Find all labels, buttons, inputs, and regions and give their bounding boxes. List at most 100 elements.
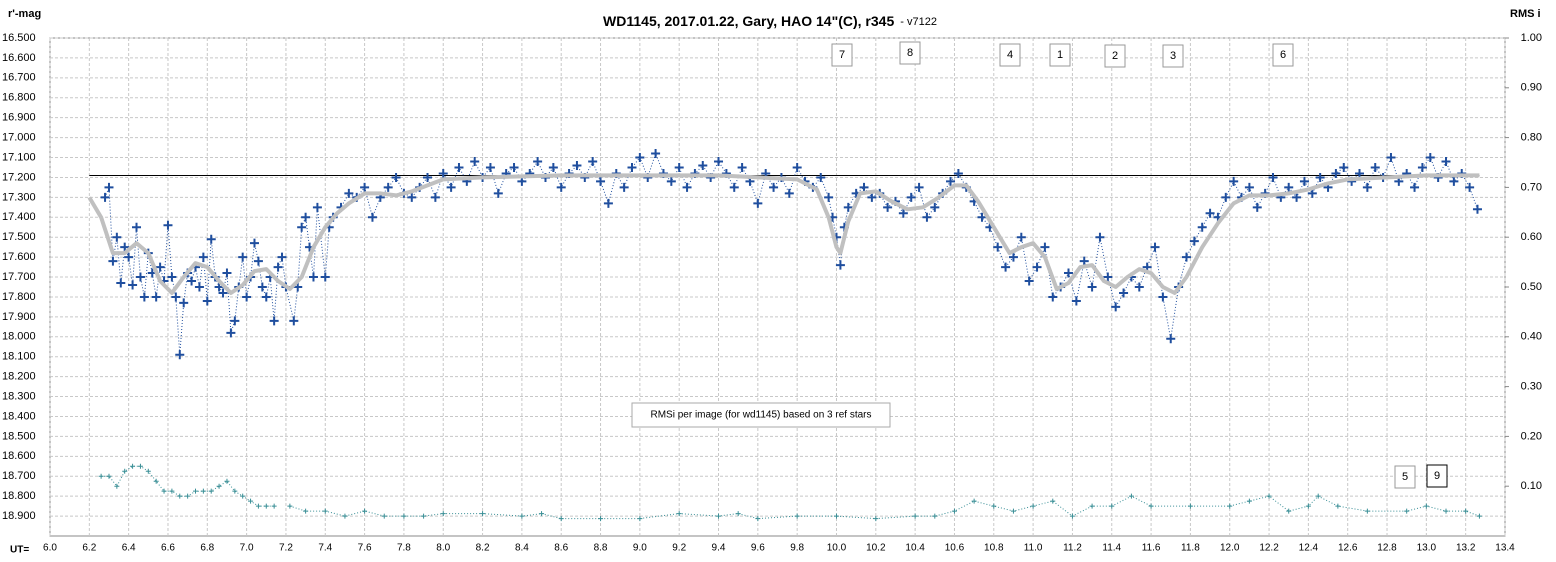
x-axis-label: UT= xyxy=(10,545,29,556)
data-point xyxy=(430,192,440,202)
data-point xyxy=(1246,498,1252,504)
data-point xyxy=(1286,508,1292,514)
data-point xyxy=(480,511,486,517)
data-point xyxy=(1064,268,1073,278)
data-point xyxy=(132,222,142,232)
data-point xyxy=(185,493,191,499)
data-point xyxy=(438,168,448,178)
data-point xyxy=(232,488,238,494)
data-point xyxy=(297,222,307,232)
x-tick-label: 8.6 xyxy=(554,543,568,554)
data-point xyxy=(277,252,287,262)
data-point xyxy=(106,473,112,479)
x-tick-label: 8.8 xyxy=(594,543,608,554)
y-tick-label: 18.800 xyxy=(2,490,36,502)
x-tick-label: 11.2 xyxy=(1063,543,1082,554)
data-point xyxy=(312,202,322,212)
data-point xyxy=(1050,498,1056,504)
x-tick-label: 13.4 xyxy=(1495,543,1515,554)
data-point xyxy=(367,212,377,222)
trend-curve xyxy=(87,173,1480,295)
y-axis-label: r'-mag xyxy=(8,8,41,20)
data-point xyxy=(137,463,143,469)
data-point xyxy=(1087,282,1097,292)
data-point xyxy=(344,188,354,198)
annotation: 2 xyxy=(1112,50,1118,62)
data-point xyxy=(1008,252,1018,262)
x-tick-label: 13.0 xyxy=(1417,543,1437,554)
data-point xyxy=(1307,188,1317,198)
data-point xyxy=(230,316,240,326)
data-point xyxy=(977,212,987,222)
data-point xyxy=(533,157,543,167)
data-point xyxy=(293,282,303,292)
data-point xyxy=(423,172,433,182)
data-point xyxy=(1355,168,1364,178)
data-point xyxy=(1331,168,1341,178)
data-point xyxy=(128,280,138,290)
data-point xyxy=(193,488,198,494)
x-tick-label: 6.8 xyxy=(200,543,214,554)
x-tick-label: 6.2 xyxy=(82,543,96,554)
title: WD1145, 2017.01.22, Gary, HAO 14"(C), r3… xyxy=(603,13,894,29)
data-point xyxy=(1197,222,1207,232)
data-point xyxy=(104,182,114,192)
annotation: 6 xyxy=(1280,49,1286,61)
data-point xyxy=(735,511,741,517)
x-tick-label: 12.4 xyxy=(1299,543,1319,554)
data-point xyxy=(519,513,525,519)
x-tick-label: 8.2 xyxy=(476,543,490,554)
y-tick-label: 17.000 xyxy=(2,132,36,144)
x-tick-label: 12.2 xyxy=(1259,543,1279,554)
y2-axis-label: RMS i xyxy=(1510,8,1541,20)
data-point xyxy=(446,182,456,192)
y-tick-label: 18.300 xyxy=(2,390,36,402)
y-tick-label: 18.100 xyxy=(2,351,36,363)
data-point xyxy=(1284,182,1294,192)
y-tick-label: 18.000 xyxy=(2,331,36,343)
data-point xyxy=(216,483,222,489)
data-point xyxy=(381,513,387,519)
data-point xyxy=(155,262,165,272)
data-point xyxy=(100,192,110,202)
data-point xyxy=(161,488,167,494)
data-point xyxy=(342,513,348,519)
data-point xyxy=(769,182,779,192)
data-point xyxy=(556,182,566,192)
data-point xyxy=(1089,503,1095,509)
data-point xyxy=(202,296,212,306)
data-point xyxy=(1370,162,1380,172)
data-point xyxy=(548,162,558,172)
y-tick-label: 17.100 xyxy=(2,151,36,163)
data-point xyxy=(603,198,613,208)
y2-tick-label: 0.50 xyxy=(1521,281,1542,293)
data-point xyxy=(1016,232,1026,242)
x-tick-label: 10.8 xyxy=(984,543,1004,554)
data-point xyxy=(383,182,393,192)
data-point xyxy=(1465,182,1475,192)
data-point xyxy=(1024,276,1034,286)
data-point xyxy=(187,276,197,286)
data-point xyxy=(257,282,267,292)
data-point xyxy=(1158,292,1168,302)
data-point xyxy=(240,493,246,499)
x-tick-label: 6.0 xyxy=(43,543,57,554)
data-point xyxy=(208,488,214,494)
x-tick-label: 7.2 xyxy=(279,543,293,554)
data-point xyxy=(362,508,368,514)
y-tick-label: 16.600 xyxy=(2,52,36,64)
y2-tick-label: 0.20 xyxy=(1521,430,1542,442)
data-point xyxy=(737,162,747,172)
y-tick-label: 17.300 xyxy=(2,191,36,203)
data-point xyxy=(253,256,263,266)
x-tick-label: 8.4 xyxy=(515,543,529,554)
chart-title: WD1145, 2017.01.22, Gary, HAO 14"(C), r3… xyxy=(603,13,937,29)
x-tick-label: 10.2 xyxy=(866,543,886,554)
data-point xyxy=(873,516,879,522)
data-point xyxy=(1148,503,1154,509)
y-tick-label: 17.800 xyxy=(2,291,36,303)
data-point xyxy=(1472,204,1482,214)
data-point xyxy=(214,282,224,292)
x-tick-label: 12.8 xyxy=(1377,543,1397,554)
